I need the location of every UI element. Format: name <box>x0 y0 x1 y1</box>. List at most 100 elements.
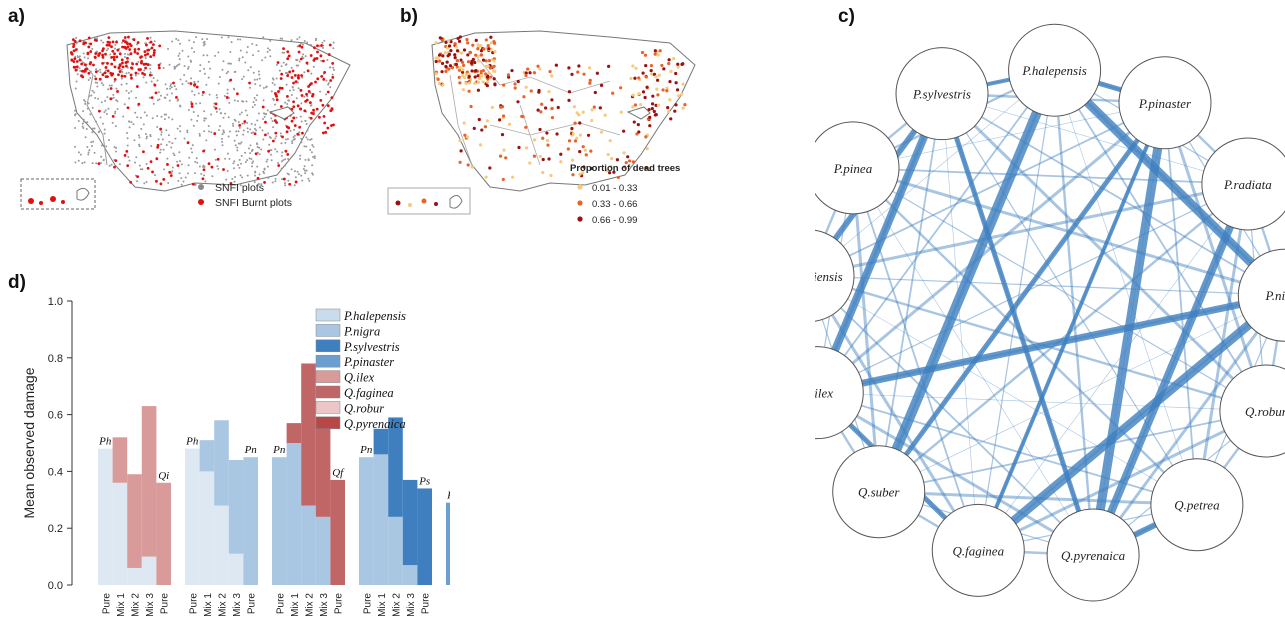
node-label: Q.faginea <box>952 543 1004 558</box>
node-label: P.canariensis <box>815 269 843 284</box>
legend-label: Q.faginea <box>344 386 394 400</box>
bar-segment <box>272 457 287 585</box>
legend-swatch <box>315 416 341 430</box>
legend-snfi-plots: SNFI plots <box>215 182 264 194</box>
bar-segment <box>243 457 258 585</box>
legend-b-item-2: 0.33 - 0.66 <box>592 199 637 210</box>
legend-b-title: Proportion of dead trees <box>570 163 680 174</box>
node-p-sylvestris: P.sylvestris <box>895 47 989 141</box>
y-tick-label: 1.0 <box>48 296 63 308</box>
x-tick-label: Mix 2 <box>218 593 229 617</box>
x-tick-label: Mix 1 <box>203 593 214 617</box>
node-label: P.radiata <box>1223 177 1272 192</box>
legend-swatch <box>315 385 341 399</box>
bar-segment <box>199 440 215 472</box>
bar-segment <box>141 406 157 557</box>
legend-swatch <box>315 339 341 353</box>
node-q-suber: Q.suber <box>832 445 926 539</box>
node-label: P.halepensis <box>1021 63 1086 78</box>
node-q-robur: Q.robur <box>1219 364 1285 458</box>
bar-segment <box>127 474 142 568</box>
bar-segment <box>359 457 374 585</box>
legend-label: Q.ilex <box>344 371 375 385</box>
legend-gray-dot <box>198 184 204 190</box>
balearic-islands <box>268 106 295 120</box>
map-dead-trees: Proportion of dead trees 0.01 - 0.33 0.3… <box>387 30 696 226</box>
x-tick-label: Mix 2 <box>392 593 403 617</box>
node-p-pinaster: P.pinaster <box>1118 56 1212 150</box>
x-tick-label: Mix 3 <box>406 593 417 617</box>
panel-label-b: b) <box>400 6 418 27</box>
x-tick-label: Pure <box>334 593 345 615</box>
bar-segment <box>388 417 403 517</box>
node-label: Q.ilex <box>815 386 833 401</box>
x-tick-label: Mix 3 <box>145 593 156 617</box>
legend-label: Q.robur <box>344 401 384 415</box>
y-tick-label: 0.2 <box>48 523 63 535</box>
bar-segment <box>402 479 418 566</box>
bar-segment <box>214 420 229 506</box>
x-tick-label: Pure <box>160 593 171 615</box>
bar-segment <box>417 488 432 585</box>
panel-label-d: d) <box>8 272 26 293</box>
panel-label-a: a) <box>8 6 25 27</box>
bar-segment <box>156 482 171 585</box>
y-tick-label: 0.6 <box>48 410 63 422</box>
node-p-radiata: P.radiata <box>1201 137 1285 231</box>
x-tick-label: Mix 3 <box>319 593 330 617</box>
bar-label: Ph <box>98 436 112 448</box>
node-p-canariensis: P.canariensis <box>815 229 855 322</box>
canary-islands-inset <box>20 178 96 210</box>
legend-label: P.nigra <box>343 324 380 338</box>
damage-bar-chart: 0.0 0.2 0.4 0.6 0.8 1.0 Mean observed damage P… <box>21 296 450 617</box>
node-label: P.pinea <box>833 161 873 176</box>
x-tick-label: Mix 1 <box>116 593 127 617</box>
bar-segment <box>301 363 316 506</box>
x-tick-label: Mix 1 <box>377 593 388 617</box>
bar-segment <box>330 479 345 585</box>
node-q-ilex: Q.ilex <box>815 346 864 440</box>
bar-label: Pn <box>272 444 286 456</box>
bar-segment <box>315 516 331 585</box>
bar-label: Pp <box>446 490 450 502</box>
node-label: P.sylvestris <box>912 87 971 102</box>
panel-label-c: c) <box>838 6 855 27</box>
bar-segment <box>402 565 418 585</box>
species-network: P.halepensis P.pinaster P.radiata P.nigra Q.… <box>815 23 1285 602</box>
bar-segment <box>214 505 229 585</box>
bar-segment <box>185 448 200 585</box>
bar-label: Pn <box>244 444 258 456</box>
x-tick-label: Pure <box>247 593 258 615</box>
bar-segment <box>98 448 113 585</box>
bar-segment <box>373 454 389 585</box>
legend-swatch <box>315 308 341 322</box>
bar-label: Pn <box>359 444 373 456</box>
canary-inset-b <box>387 187 471 215</box>
bar-segment <box>388 516 403 585</box>
y-tick-label: 0.4 <box>48 466 63 478</box>
node-q-pyrenaica: Q.pyrenaica <box>1046 508 1140 602</box>
legend-red-dot <box>198 199 204 205</box>
bar-segment <box>228 460 244 554</box>
legend-b-item-1: 0.01 - 0.33 <box>592 183 637 194</box>
legend-swatch <box>315 370 341 383</box>
bar-segment <box>286 423 302 443</box>
node-label: P.nigra <box>1264 288 1285 303</box>
bar-label: Ph <box>185 436 199 448</box>
node-p-nigra: P.nigra <box>1237 248 1285 342</box>
y-tick-label: 0.0 <box>48 580 63 592</box>
x-tick-label: Mix 1 <box>290 593 301 617</box>
bar-segment <box>446 502 450 585</box>
map-snfi-plots: SNFI plots SNFI Burnt plots <box>20 30 351 210</box>
dead-tree-dots <box>434 35 687 182</box>
x-tick-label: Pure <box>421 593 432 615</box>
legend-swatch <box>315 401 341 414</box>
bar-segment <box>286 443 302 585</box>
bar-segment <box>112 437 128 483</box>
legend-label: P.sylvestris <box>343 340 400 354</box>
bar-segment <box>315 417 331 517</box>
x-tick-label: Pure <box>188 593 199 615</box>
network-nodes: P.halepensis P.pinaster P.radiata P.nigra Q.… <box>815 23 1285 602</box>
